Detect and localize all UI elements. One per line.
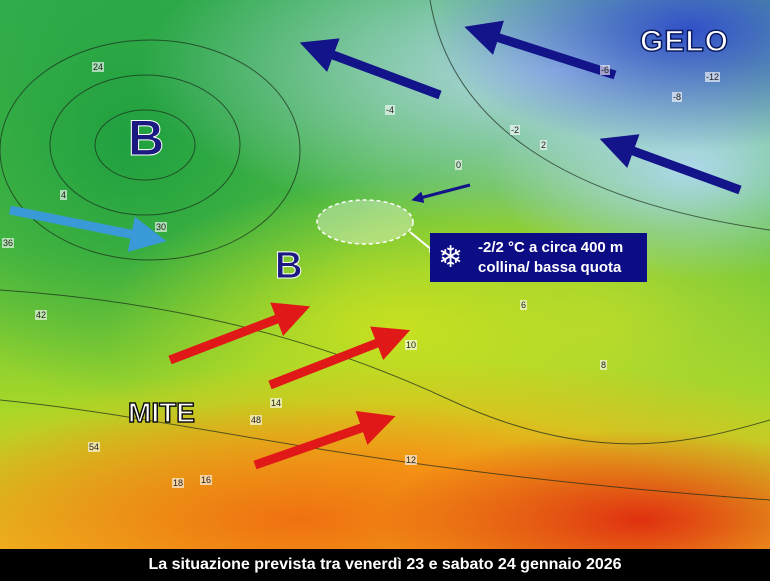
- low-pressure-marker: B: [274, 245, 303, 287]
- isotherm-label: 14: [270, 398, 283, 408]
- isotherm-label: 12: [405, 455, 418, 465]
- callout-pointer: [409, 231, 433, 251]
- callout-line-1: -2/2 °C a circa 400 m: [478, 238, 624, 256]
- isotherm-label: 18: [172, 478, 185, 488]
- mild-label: MITE: [127, 397, 195, 429]
- isotherm-label: 10: [405, 340, 418, 350]
- low-pressure-marker: B: [127, 110, 165, 166]
- isotherm-label: -4: [385, 105, 396, 115]
- cold-arrow: [599, 134, 742, 195]
- isotherm-label: 54: [88, 442, 101, 452]
- snowflake-icon: ❄: [438, 240, 464, 274]
- atlantic-arrow: [9, 205, 167, 252]
- warm-arrow: [168, 302, 311, 365]
- isotherm-label: 2: [540, 140, 548, 150]
- isotherm-label: 8: [600, 360, 608, 370]
- snow-area-outline: [316, 199, 414, 245]
- isotherm-label: 0: [455, 160, 463, 170]
- isotherm-label: 24: [92, 62, 105, 72]
- cold-arrow-small: [411, 183, 471, 204]
- callout-line-2: collina/ bassa quota: [478, 258, 622, 276]
- isotherm-label: -2: [510, 125, 521, 135]
- weather-map: 24 30 36 4 2 0 -2 -4 -6 -8 -12 6 8 10 12…: [0, 0, 770, 549]
- cold-arrow: [299, 38, 442, 100]
- caption: La situazione prevista tra venerdì 23 e …: [0, 549, 770, 581]
- isotherm-label: 4: [60, 190, 68, 200]
- cold-label: GELO: [639, 25, 730, 59]
- isotherm-label: 48: [250, 415, 263, 425]
- map-overlay: [0, 0, 770, 501]
- cold-arrow: [464, 20, 617, 80]
- isotherm-label: -12: [705, 72, 721, 82]
- isotherm-label: 36: [2, 238, 15, 248]
- isotherm-label: 30: [155, 222, 168, 232]
- isotherm-label: 6: [520, 300, 528, 310]
- isotherm-label: 42: [35, 310, 48, 320]
- isotherm-label: -6: [600, 65, 611, 75]
- isotherm-label: -8: [672, 92, 683, 102]
- snow-callout: ❄ -2/2 °C a circa 400 m collina/ bassa q…: [430, 233, 647, 282]
- isotherm-label: 16: [200, 475, 213, 485]
- warm-arrow: [253, 410, 396, 470]
- warm-arrow: [268, 326, 411, 390]
